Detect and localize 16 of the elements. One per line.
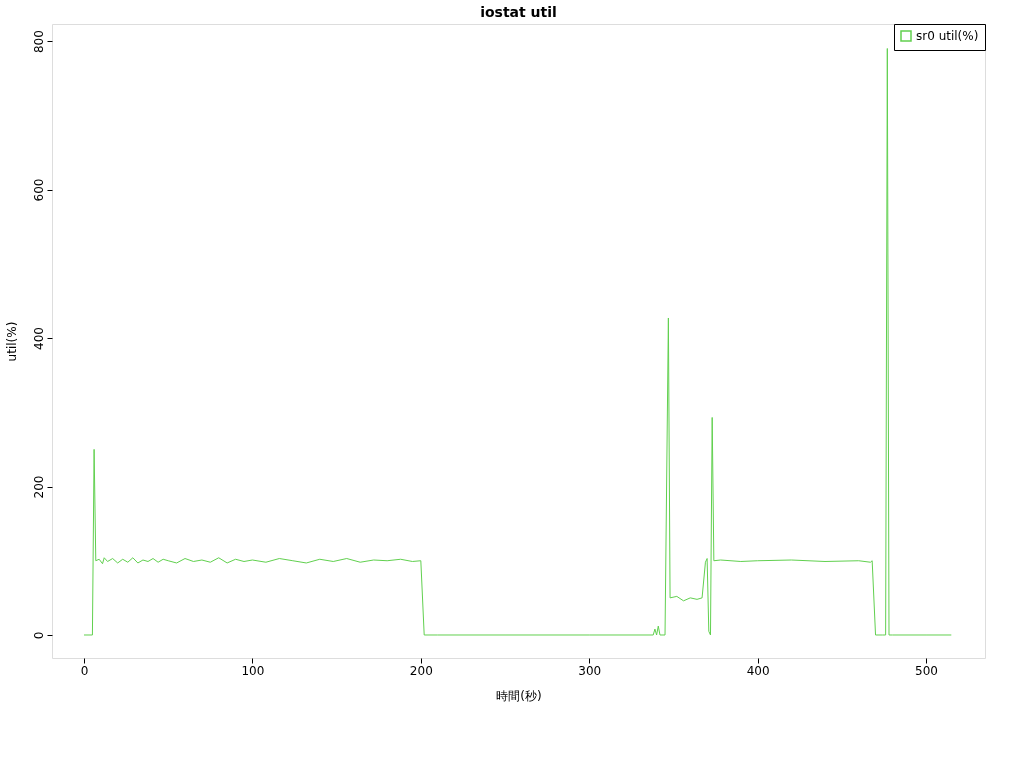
y-tick-label: 200: [31, 475, 46, 499]
y-tick-label: 600: [31, 178, 46, 202]
x-tick-label: 500: [915, 663, 939, 678]
x-tick-label: 400: [746, 663, 770, 678]
line-series: [83, 48, 952, 636]
x-tick-label: 200: [409, 663, 433, 678]
x-tick-label: 0: [80, 663, 89, 678]
chart-title: iostat util: [480, 3, 557, 20]
x-tick-label: 300: [578, 663, 602, 678]
y-tick-label: 800: [31, 30, 46, 54]
x-axis-title: 時間(秒): [496, 688, 542, 703]
y-tick-label: 0: [31, 631, 46, 640]
y-tick-label: 400: [31, 327, 46, 350]
legend-label: sr0 util(%): [916, 29, 979, 43]
y-axis-title: util(%): [4, 321, 19, 362]
x-tick-label: 100: [241, 663, 265, 678]
